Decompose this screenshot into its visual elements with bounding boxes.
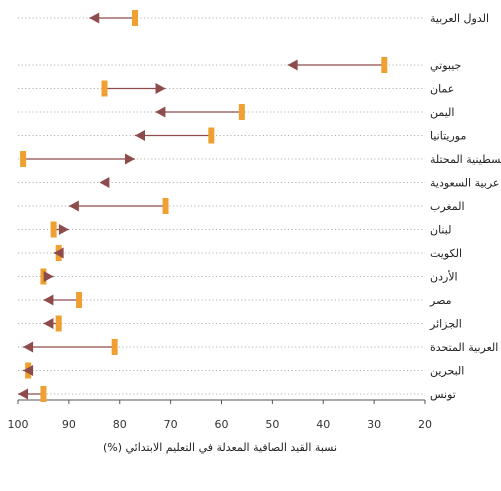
x-tick-label: 40 [316, 418, 330, 431]
end-arrow [135, 130, 146, 141]
category-label: جيبوتي [430, 59, 461, 72]
category-label: لبنان [430, 224, 451, 237]
category-label: اليمن [430, 106, 454, 119]
x-tick-label: 60 [215, 418, 229, 431]
end-arrow [89, 12, 100, 24]
category-label: عربية السعودية [430, 177, 499, 190]
start-marker [111, 339, 118, 355]
end-arrow [155, 106, 166, 118]
category-label: موريتانيا [430, 130, 466, 143]
x-tick-label: 100 [8, 418, 29, 431]
end-arrow [53, 247, 64, 259]
category-label: الدول العربية [430, 12, 489, 25]
category-label: عمان [430, 83, 454, 96]
end-arrow [43, 271, 54, 282]
start-marker [381, 57, 388, 73]
category-labels: الدول العربية جيبوتي عمان اليمن موريتانيا فلس… [429, 12, 501, 401]
x-tick-label: 90 [62, 418, 76, 431]
end-arrow [99, 177, 110, 188]
x-tick-label: 80 [113, 418, 127, 431]
start-marker [55, 315, 62, 332]
category-label: العربية المتحدة [430, 341, 498, 354]
start-marker [40, 386, 47, 402]
category-label: البحرين [430, 365, 464, 378]
guide-lines [18, 17, 425, 395]
start-marker [238, 104, 245, 120]
end-arrow [23, 341, 34, 353]
x-tick-labels: 100 90 80 70 60 50 40 30 20 [8, 400, 432, 431]
end-arrow [18, 388, 28, 400]
start-marker [208, 127, 215, 144]
category-label: الكويت [430, 247, 462, 260]
end-arrow [68, 200, 79, 212]
category-label: مصر [429, 294, 452, 307]
end-arrow [287, 59, 298, 71]
start-marker [76, 292, 83, 308]
end-arrow [23, 365, 34, 376]
x-axis-title: نسبة القيد الصافية المعدلة في التعليم ال… [103, 441, 337, 454]
start-marker [20, 151, 27, 167]
category-label: فلسطينية المحتلة [430, 153, 501, 166]
end-arrow [43, 294, 54, 306]
x-tick-label: 30 [367, 418, 381, 431]
x-tick-label: 50 [265, 418, 279, 431]
category-label: تونس [430, 388, 456, 401]
start-marker [40, 268, 47, 285]
end-arrow [155, 83, 166, 94]
x-tick-label: 20 [418, 418, 432, 431]
x-tick-label: 70 [164, 418, 178, 431]
end-arrow [43, 318, 54, 329]
category-label: الأردن [430, 270, 458, 284]
start-marker [50, 221, 57, 238]
data-marks [18, 10, 388, 402]
start-marker [132, 10, 139, 26]
start-marker [101, 80, 108, 97]
end-arrow [125, 153, 136, 165]
category-label: المغرب [430, 200, 465, 213]
start-marker [162, 198, 169, 214]
category-label: الجزائر [429, 318, 462, 331]
end-arrow [58, 224, 69, 235]
